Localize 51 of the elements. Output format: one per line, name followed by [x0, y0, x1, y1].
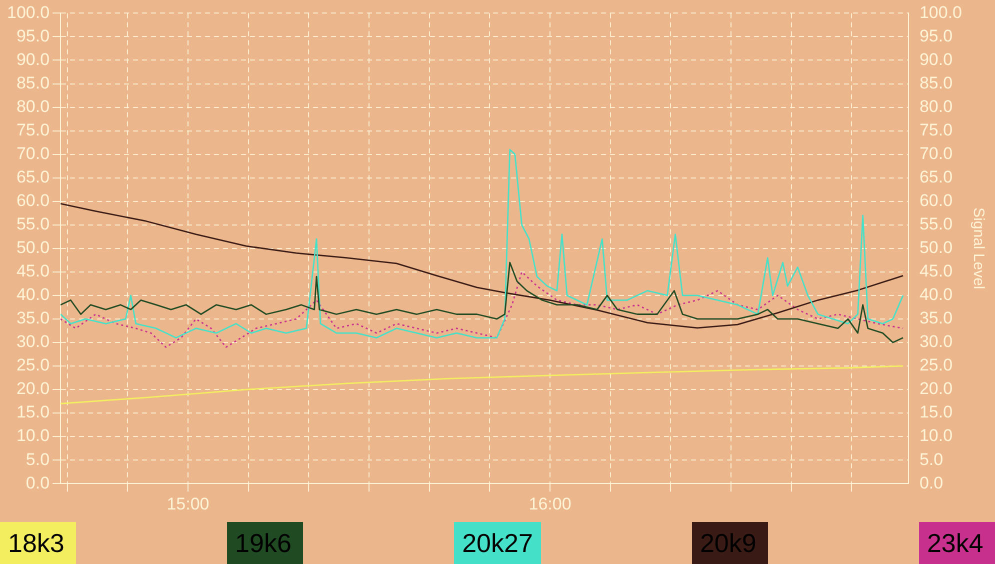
- y2-tick-label: 100.0: [919, 2, 962, 22]
- x-tick-label: 15:00: [166, 494, 210, 514]
- y2-tick-label: 80.0: [919, 96, 953, 116]
- y2-tick-label: 50.0: [919, 238, 953, 258]
- y2-tick-label: 95.0: [919, 26, 953, 46]
- y2-tick-label: 55.0: [919, 214, 953, 234]
- y-tick-label: 65.0: [16, 168, 50, 187]
- y2-tick-label: 85.0: [919, 73, 953, 92]
- y-tick-label: 85.0: [16, 73, 50, 92]
- x-tick-label: 16:00: [528, 494, 572, 514]
- y2-tick-label: 15.0: [919, 402, 953, 422]
- y2-tick-label: 35.0: [919, 308, 953, 328]
- y-tick-label: 90.0: [16, 50, 50, 69]
- y2-tick-label: 20.0: [919, 379, 953, 398]
- y-tick-label: 80.0: [16, 96, 50, 116]
- y2-tick-label: 5.0: [919, 450, 944, 469]
- y-tick-label: 100.0: [6, 2, 50, 22]
- y2-tick-label: 45.0: [919, 262, 953, 281]
- text: 20k9: [692, 522, 768, 564]
- y2-tick-label: 70.0: [919, 144, 953, 164]
- y-tick-label: 5.0: [26, 450, 50, 469]
- y-tick-label: 40.0: [16, 285, 50, 304]
- y-tick-label: 95.0: [16, 26, 50, 46]
- y2-tick-label: 65.0: [919, 168, 953, 187]
- y2-axis-title: Signal Level: [970, 208, 987, 290]
- y-tick-label: 70.0: [16, 144, 50, 164]
- y2-tick-label: 30.0: [919, 332, 953, 352]
- text: 20k27: [454, 522, 541, 564]
- y2-tick-label: 25.0: [919, 356, 953, 375]
- y2-tick-label: 90.0: [919, 50, 953, 69]
- y-tick-label: 10.0: [16, 426, 50, 446]
- y-tick-label: 15.0: [16, 402, 50, 422]
- y2-tick-label: 75.0: [919, 120, 953, 140]
- y-tick-label: 75.0: [16, 120, 50, 140]
- y2-tick-label: 10.0: [919, 426, 953, 446]
- y-tick-label: 55.0: [16, 214, 50, 234]
- y-tick-label: 35.0: [16, 308, 50, 328]
- line-series: [60, 271, 904, 348]
- y-tick-label: 45.0: [16, 262, 50, 281]
- y-tick-label: 20.0: [16, 379, 50, 398]
- y-tick-label: 60.0: [16, 191, 50, 210]
- y-tick-label: 25.0: [16, 356, 50, 375]
- text: 23k4: [918, 522, 995, 564]
- y2-tick-label: 0.0: [919, 473, 944, 492]
- text: 18k3: [0, 522, 76, 564]
- y-tick-label: 0.0: [26, 473, 50, 492]
- text: 19k6: [227, 522, 304, 564]
- y2-tick-label: 40.0: [919, 285, 953, 304]
- y-tick-label: 30.0: [16, 332, 50, 352]
- y2-tick-label: 60.0: [919, 191, 953, 210]
- y-tick-label: 50.0: [16, 238, 50, 258]
